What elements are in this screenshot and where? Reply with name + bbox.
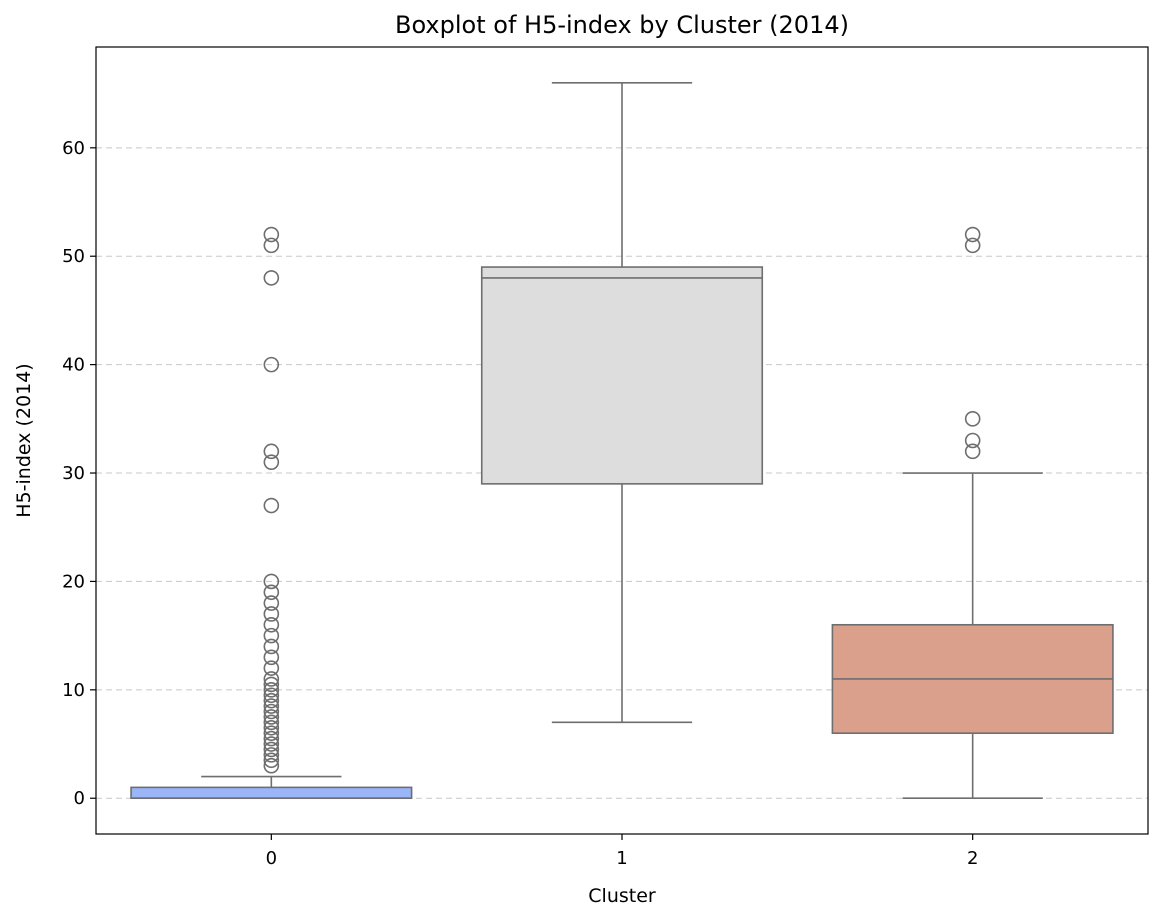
outlier-point [263, 719, 280, 736]
outlier-point [263, 649, 280, 666]
outlier-point [263, 757, 280, 774]
outlier-point [263, 703, 280, 720]
y-tick-label: 30 [62, 463, 85, 484]
y-tick-label: 60 [62, 138, 85, 159]
outlier-point [263, 573, 280, 590]
outlier-point [263, 698, 280, 714]
outlier-point [263, 752, 280, 769]
x-tick-label: 0 [266, 848, 277, 869]
outlier-point [263, 671, 280, 687]
outlier-point [263, 497, 280, 514]
outlier-point [263, 638, 280, 655]
box-group-cluster-0 [130, 226, 413, 800]
outlier-point [263, 730, 280, 747]
x-axis-label: Cluster [588, 885, 656, 907]
outlier-point [263, 709, 280, 725]
outlier-point [964, 226, 981, 243]
x-tick-label: 1 [616, 848, 627, 869]
outlier-point [263, 714, 280, 731]
outlier-point [263, 606, 280, 622]
outlier-point [263, 595, 280, 611]
outlier-point [263, 676, 280, 693]
box-iqr [130, 786, 413, 800]
outlier-point [263, 687, 280, 704]
y-tick-label: 50 [62, 246, 85, 267]
y-tick-label: 10 [62, 680, 85, 701]
x-tick-label: 2 [967, 848, 978, 869]
outlier-point [263, 226, 280, 243]
outlier-point [263, 736, 280, 752]
outlier-point [964, 411, 981, 427]
y-axis-label: H5-index (2014) [13, 363, 35, 517]
outlier-point [263, 356, 280, 373]
outlier-point [263, 747, 280, 763]
box-group-cluster-2 [831, 226, 1114, 800]
outlier-point [263, 741, 280, 758]
outlier-point [263, 616, 280, 633]
outlier-point [263, 584, 280, 601]
outlier-point [964, 237, 981, 254]
outlier-point [263, 660, 280, 676]
y-tick-label: 20 [62, 571, 85, 592]
y-tick-label: 40 [62, 355, 85, 376]
outlier-point [263, 682, 280, 698]
outlier-point [263, 725, 280, 741]
y-tick-label: 0 [74, 788, 85, 809]
box-series [130, 81, 1114, 800]
outlier-point [263, 454, 280, 470]
outlier-point [263, 270, 280, 286]
outlier-point [263, 692, 280, 709]
outlier-point [964, 432, 981, 449]
outlier-point [263, 237, 280, 254]
box-iqr [480, 266, 764, 485]
outlier-point [263, 627, 280, 644]
chart-title: Boxplot of H5-index by Cluster (2014) [395, 11, 849, 39]
box-group-cluster-1 [480, 81, 764, 724]
y-axis-ticks: 0 10 20 30 40 50 60 [62, 138, 96, 809]
x-axis-ticks: 0 1 2 [266, 834, 978, 869]
outlier-point [964, 443, 981, 460]
outlier-point [263, 443, 280, 460]
